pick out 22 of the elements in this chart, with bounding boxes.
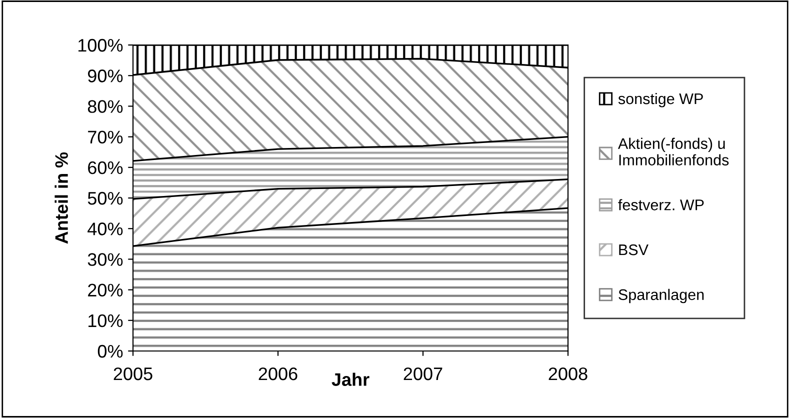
y-tick-label: 20% xyxy=(88,284,123,297)
x-axis-title: Jahr xyxy=(332,372,370,386)
y-tick-label: 10% xyxy=(88,314,123,328)
legend-label: Aktien(-fonds) u Immobilienfonds xyxy=(618,138,729,166)
legend-label: BSV xyxy=(619,244,648,256)
x-tick-label: 2005 xyxy=(114,367,152,380)
y-tick-label: 70% xyxy=(88,130,123,144)
x-tick-label: 2007 xyxy=(404,367,442,380)
y-tick-label: 100% xyxy=(78,38,123,52)
x-tick-label: 2006 xyxy=(258,367,298,380)
legend-label: festverz. WP xyxy=(618,199,704,210)
y-tick-label: 0% xyxy=(98,344,123,358)
x-tick-label: 2008 xyxy=(548,367,588,380)
y-tick-label: 80% xyxy=(88,100,123,113)
y-tick-label: 40% xyxy=(88,222,123,236)
y-tick-label: 60% xyxy=(88,161,123,174)
legend-label: sonstige WP xyxy=(618,92,703,108)
legend-label: Sparanlagen xyxy=(618,288,704,304)
y-tick-label: 90% xyxy=(88,70,123,82)
y-tick-label: 30% xyxy=(88,253,123,266)
y-tick-label: 50% xyxy=(88,192,123,205)
y-axis-title: Anteil in % xyxy=(54,152,68,244)
